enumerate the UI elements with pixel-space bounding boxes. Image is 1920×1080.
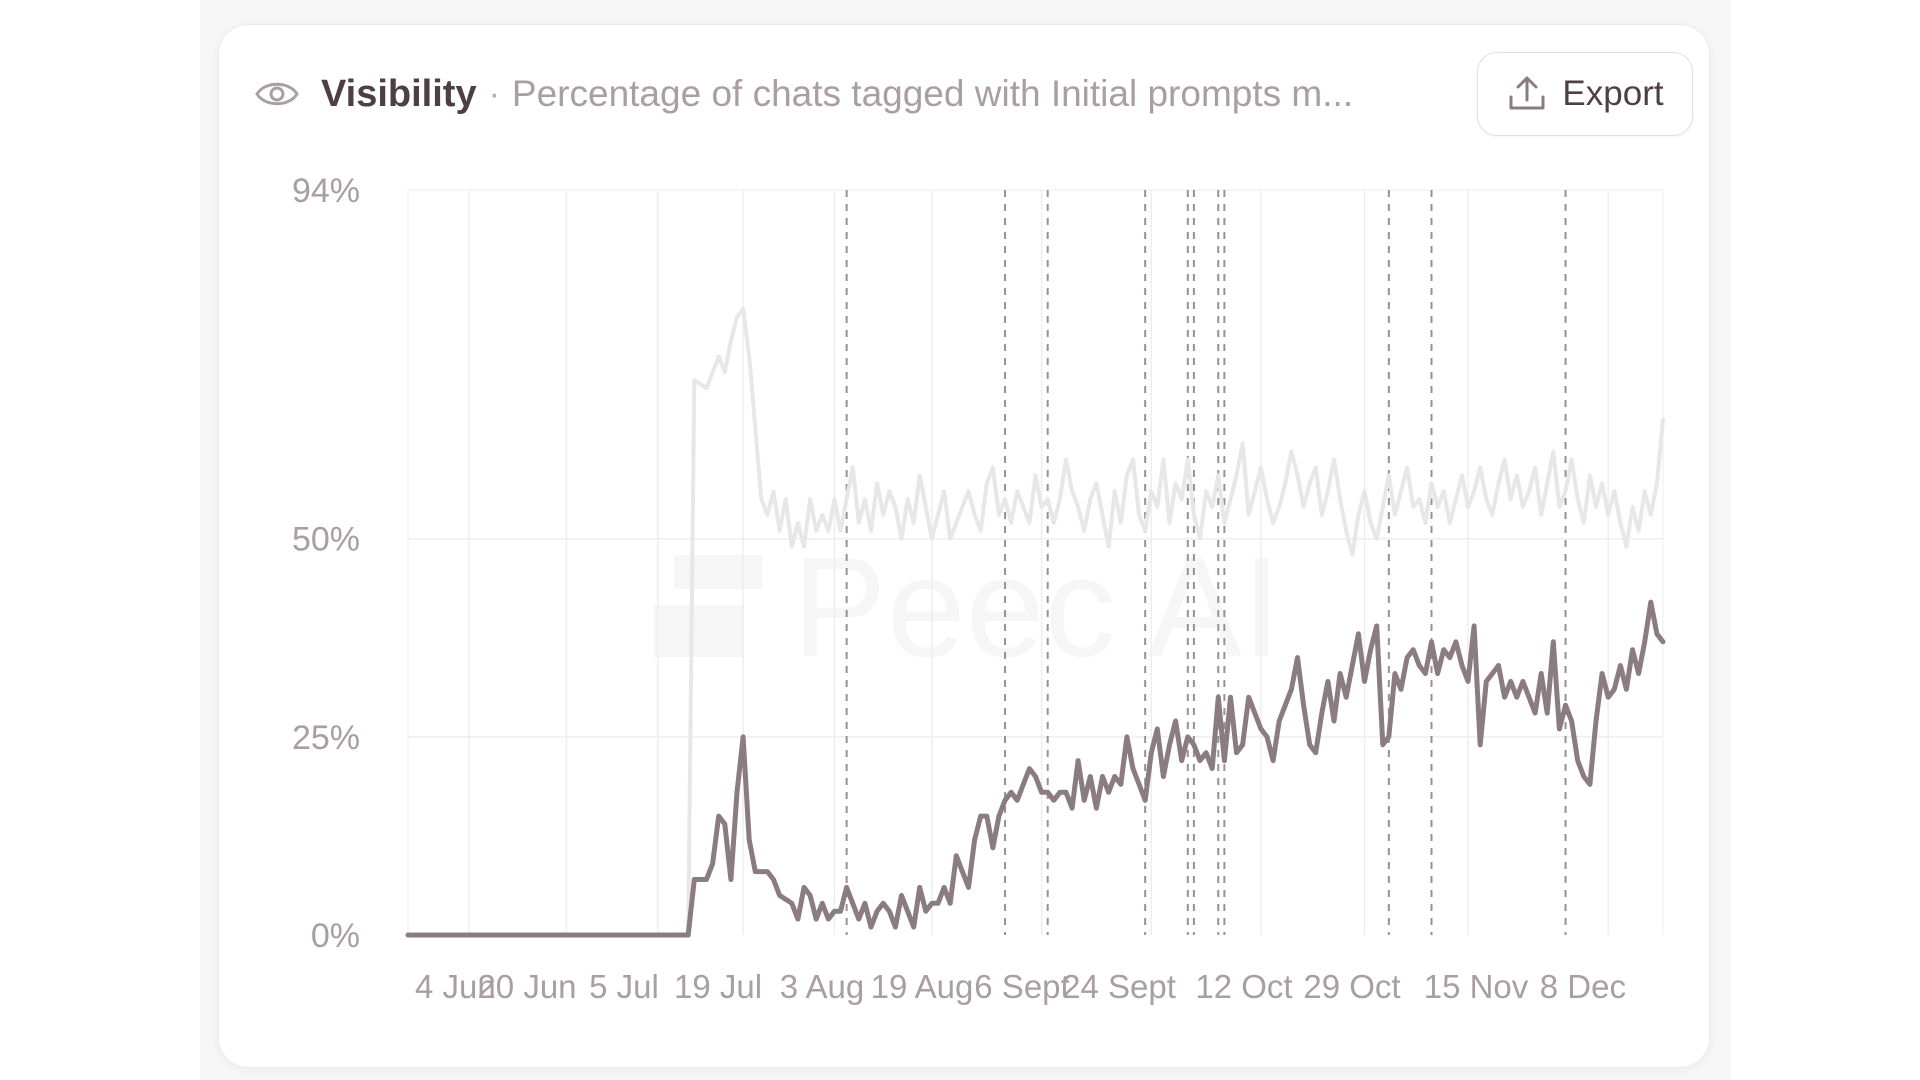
y-tick-label: 50% [292, 521, 360, 559]
x-tick-label: 19 Jul [674, 968, 762, 1005]
x-tick-label: 29 Oct [1303, 968, 1400, 1005]
x-tick-label: 6 Sept [974, 968, 1069, 1005]
x-tick-label: 3 Aug [780, 968, 864, 1005]
x-tick-label: 4 Jun [415, 968, 496, 1005]
x-tick-label: 24 Sept [1062, 968, 1176, 1005]
export-label: Export [1562, 74, 1664, 113]
y-tick-label: 25% [292, 719, 360, 757]
upload-icon [1509, 76, 1545, 110]
background-series-line [406, 306, 1665, 937]
x-tick-label: 19 Aug [871, 968, 974, 1005]
title-separator: · [488, 74, 500, 113]
card-title: Visibility [321, 72, 477, 115]
card-header: Visibility · Percentage of chats tagged … [255, 51, 1693, 137]
watermark-logo-bottom [654, 605, 744, 657]
x-tick-label: 20 Jun [477, 968, 576, 1005]
y-tick-label: 0% [311, 917, 360, 955]
export-button[interactable]: Export [1477, 52, 1693, 136]
x-tick-label: 8 Dec [1540, 968, 1626, 1005]
watermark-logo-top [674, 555, 762, 589]
watermark: Peec AI [654, 528, 1281, 687]
x-tick-label: 15 Nov [1424, 968, 1529, 1005]
selected-series-line [405, 599, 1666, 938]
eye-icon [255, 82, 299, 106]
visibility-card: Visibility · Percentage of chats tagged … [218, 24, 1710, 1068]
watermark-text: Peec AI [792, 528, 1281, 687]
x-tick-label: 5 Jul [589, 968, 659, 1005]
y-tick-label: 94% [292, 172, 360, 210]
x-tick-label: 12 Oct [1195, 968, 1292, 1005]
